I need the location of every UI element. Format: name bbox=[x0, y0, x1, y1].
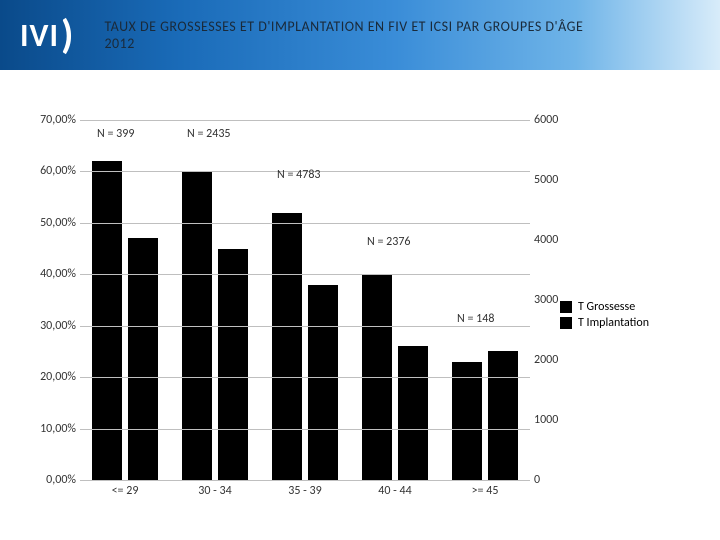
logo-paren-icon: ) bbox=[61, 19, 74, 51]
grid-line bbox=[80, 120, 530, 121]
grid-line bbox=[80, 480, 530, 481]
y-right-tick-label: 6000 bbox=[534, 113, 574, 127]
bar-group bbox=[170, 120, 260, 480]
chart-area: <= 2930 - 3435 - 3940 - 44>= 45 T Grosse… bbox=[0, 70, 720, 540]
bar bbox=[488, 351, 518, 480]
legend-label: T Implantation bbox=[578, 316, 649, 330]
grid-line bbox=[80, 274, 530, 275]
y-right-tick-label: 4000 bbox=[534, 233, 574, 247]
n-label: N = 4783 bbox=[277, 168, 320, 182]
y-left-tick-label: 70,00% bbox=[16, 113, 76, 127]
bar bbox=[398, 346, 428, 480]
grid-line bbox=[80, 326, 530, 327]
x-tick-label: 35 - 39 bbox=[260, 484, 350, 498]
y-left-tick-label: 40,00% bbox=[16, 267, 76, 281]
grid-line bbox=[80, 429, 530, 430]
title-line-1: TAUX DE GROSSESSES ET D'IMPLANTATION EN … bbox=[104, 18, 583, 35]
header-banner: IVI ) TAUX DE GROSSESSES ET D'IMPLANTATI… bbox=[0, 0, 720, 70]
n-label: N = 399 bbox=[97, 127, 134, 141]
bar-group bbox=[80, 120, 170, 480]
title-block: TAUX DE GROSSESSES ET D'IMPLANTATION EN … bbox=[104, 18, 583, 52]
bar-group bbox=[350, 120, 440, 480]
title-line-2: 2012 bbox=[104, 35, 583, 52]
grid-line bbox=[80, 223, 530, 224]
bar-group bbox=[440, 120, 530, 480]
logo-text: IVI bbox=[20, 16, 59, 55]
x-axis-labels: <= 2930 - 3435 - 3940 - 44>= 45 bbox=[80, 484, 530, 498]
y-left-tick-label: 60,00% bbox=[16, 164, 76, 178]
bar bbox=[308, 285, 338, 480]
y-left-tick-label: 10,00% bbox=[16, 422, 76, 436]
x-tick-label: >= 45 bbox=[440, 484, 530, 498]
logo: IVI ) bbox=[20, 16, 74, 55]
n-label: N = 148 bbox=[457, 312, 494, 326]
legend-item-implantation: T Implantation bbox=[560, 316, 649, 330]
bar bbox=[218, 249, 248, 480]
grid-line bbox=[80, 377, 530, 378]
y-right-tick-label: 3000 bbox=[534, 293, 574, 307]
bar bbox=[272, 213, 302, 480]
legend-label: T Grossesse bbox=[578, 300, 635, 314]
y-right-tick-label: 1000 bbox=[534, 413, 574, 427]
y-right-tick-label: 2000 bbox=[534, 353, 574, 367]
y-left-tick-label: 0,00% bbox=[16, 473, 76, 487]
y-left-tick-label: 50,00% bbox=[16, 216, 76, 230]
y-right-tick-label: 5000 bbox=[534, 173, 574, 187]
bar bbox=[452, 362, 482, 480]
x-tick-label: 40 - 44 bbox=[350, 484, 440, 498]
y-left-tick-label: 20,00% bbox=[16, 370, 76, 384]
n-label: N = 2376 bbox=[367, 235, 410, 249]
legend-swatch-icon bbox=[560, 317, 572, 329]
n-label: N = 2435 bbox=[187, 127, 230, 141]
x-tick-label: <= 29 bbox=[80, 484, 170, 498]
y-left-tick-label: 30,00% bbox=[16, 319, 76, 333]
bar bbox=[92, 161, 122, 480]
y-right-tick-label: 0 bbox=[534, 473, 574, 487]
x-tick-label: 30 - 34 bbox=[170, 484, 260, 498]
